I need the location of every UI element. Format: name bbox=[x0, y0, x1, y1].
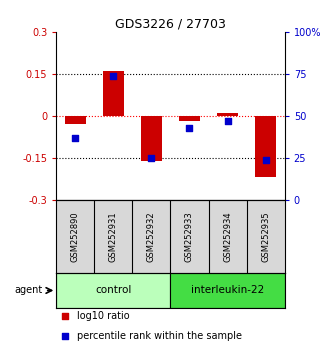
Point bbox=[111, 73, 116, 78]
Text: GSM252933: GSM252933 bbox=[185, 211, 194, 262]
Bar bbox=[255, 116, 276, 177]
Bar bbox=[217, 113, 238, 116]
Point bbox=[63, 313, 68, 319]
Text: agent: agent bbox=[15, 285, 43, 296]
Point bbox=[225, 118, 230, 124]
Text: GSM252932: GSM252932 bbox=[147, 211, 156, 262]
Point bbox=[149, 155, 154, 161]
Point bbox=[263, 157, 268, 162]
Title: GDS3226 / 27703: GDS3226 / 27703 bbox=[115, 18, 226, 31]
Text: control: control bbox=[95, 285, 131, 296]
Bar bbox=[141, 116, 162, 161]
Text: GSM252890: GSM252890 bbox=[71, 211, 80, 262]
Text: percentile rank within the sample: percentile rank within the sample bbox=[77, 331, 242, 341]
Point bbox=[187, 125, 192, 131]
Bar bbox=[179, 116, 200, 121]
Bar bbox=[170, 273, 285, 308]
Text: interleukin-22: interleukin-22 bbox=[191, 285, 264, 296]
Bar bbox=[56, 273, 170, 308]
Text: GSM252934: GSM252934 bbox=[223, 211, 232, 262]
Text: log10 ratio: log10 ratio bbox=[77, 311, 129, 321]
Point bbox=[72, 135, 78, 141]
Point bbox=[63, 333, 68, 339]
Bar bbox=[103, 71, 124, 116]
Text: GSM252935: GSM252935 bbox=[261, 211, 270, 262]
Text: GSM252931: GSM252931 bbox=[109, 211, 118, 262]
Bar bbox=[65, 116, 86, 124]
